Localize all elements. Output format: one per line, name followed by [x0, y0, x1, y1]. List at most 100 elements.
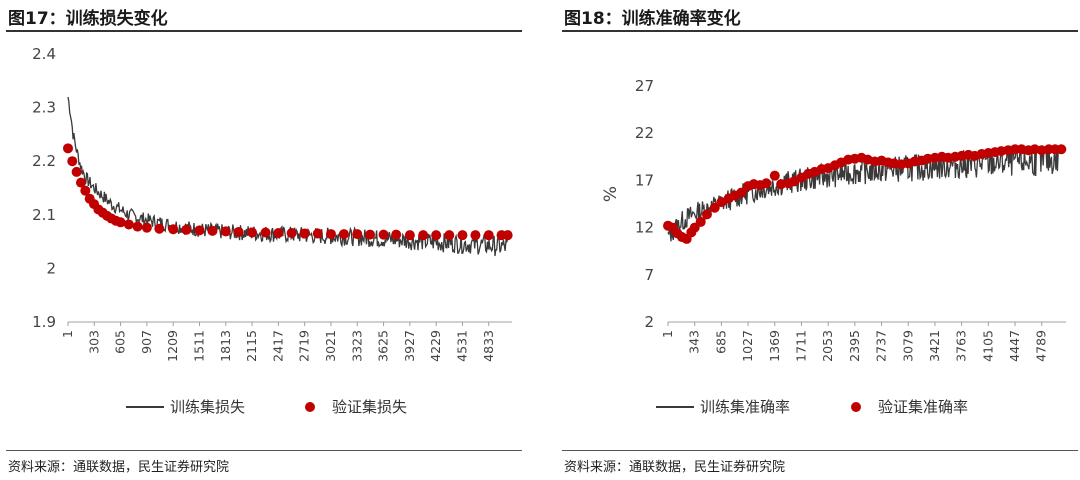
valid-series-marker [1056, 144, 1067, 155]
x-tick-label: 1 [60, 330, 75, 338]
x-tick-label: 3625 [376, 330, 391, 362]
legend-valid-label: 验证集准确率 [878, 398, 968, 416]
x-tick-label: 605 [113, 330, 128, 354]
valid-series-marker [483, 230, 494, 241]
valid-series-marker [444, 230, 455, 241]
y-tick-label: 12 [635, 219, 654, 237]
y-tick-label: 7 [644, 266, 654, 284]
valid-series-marker [168, 224, 179, 235]
valid-series-marker [365, 229, 376, 240]
valid-series-marker [338, 229, 349, 240]
source-rule [562, 450, 1078, 451]
y-tick-label: 2.3 [32, 99, 56, 117]
valid-series-marker [457, 230, 468, 241]
y-axis-label: % [601, 186, 621, 202]
chart-title: 图17：训练损失变化 [8, 9, 168, 29]
x-tick-label: 3323 [349, 330, 364, 362]
x-tick-label: 2719 [297, 330, 312, 362]
valid-series-marker [736, 187, 747, 198]
x-tick-label: 3079 [900, 330, 915, 362]
x-tick-label: 685 [713, 330, 728, 354]
valid-series-marker [260, 227, 271, 238]
source-note: 资料来源：通联数据，民生证券研究院 [564, 460, 786, 475]
y-tick-label: 2.4 [32, 45, 56, 63]
source-rule [6, 450, 522, 451]
valid-series-marker [207, 225, 218, 236]
x-tick-label: 2417 [270, 330, 285, 362]
x-tick-label: 3421 [927, 330, 942, 362]
y-tick-label: 2.1 [32, 206, 56, 224]
x-tick-label: 1027 [740, 330, 755, 362]
valid-series-marker [123, 219, 134, 230]
valid-series-marker [194, 225, 205, 236]
x-tick-label: 2395 [847, 330, 862, 362]
y-tick-label: 17 [635, 171, 654, 189]
x-tick-label: 4447 [1007, 330, 1022, 362]
valid-series-marker [75, 177, 86, 188]
y-tick-label: 2 [644, 313, 654, 331]
loss-chart: 1.9 2 2.1 2.2 2.3 2.4 1 303 605 907 1209 1511 1813 21… [32, 45, 513, 416]
x-tick-label: 1813 [218, 330, 233, 362]
y-tick-label: 2.2 [32, 152, 56, 170]
x-tick-label: 3927 [402, 330, 417, 362]
valid-series-marker [695, 216, 706, 227]
valid-series-marker [769, 170, 780, 181]
x-tick-label: 2053 [820, 330, 835, 362]
x-tick-label: 1711 [793, 330, 808, 362]
valid-series-marker [761, 178, 772, 189]
x-tick-label: 4531 [454, 330, 469, 362]
x-tick-label: 343 [687, 330, 702, 354]
legend-valid-label: 验证集损失 [332, 398, 407, 416]
valid-series-marker [71, 166, 82, 177]
valid-series-marker [181, 224, 192, 235]
x-tick-label: 4229 [428, 330, 443, 362]
legend-train-label: 训练集准确率 [700, 398, 790, 416]
legend-valid-swatch [851, 402, 861, 412]
valid-series-marker [299, 228, 310, 239]
title-rule [562, 30, 1078, 32]
x-tick-label: 303 [86, 330, 101, 354]
y-tick-label: 1.9 [32, 313, 56, 331]
valid-series-marker [716, 197, 727, 208]
x-tick-label: 4833 [481, 330, 496, 362]
valid-series-marker [325, 229, 336, 240]
valid-series-marker [233, 226, 244, 237]
x-tick-label: 907 [139, 330, 154, 354]
title-rule [6, 30, 522, 32]
valid-series-marker [404, 230, 415, 241]
valid-series-marker [352, 229, 363, 240]
valid-series-marker [502, 230, 513, 241]
valid-series-marker [80, 185, 91, 196]
valid-series-marker [115, 217, 126, 228]
valid-series-marker [67, 156, 78, 167]
valid-series-marker [312, 228, 323, 239]
x-tick-label: 3021 [323, 330, 338, 362]
y-tick-label: 2 [46, 259, 56, 277]
valid-series-marker [63, 143, 73, 154]
x-tick-label: 2115 [244, 330, 259, 362]
x-tick-label: 1511 [191, 330, 206, 362]
valid-series-marker [247, 227, 258, 238]
valid-series-marker [701, 209, 712, 220]
valid-series-marker [132, 221, 143, 232]
y-tick-label: 22 [635, 124, 654, 142]
accuracy-panel: 图18：训练准确率变化 2 7 12 17 22 27% 1 343 685 1027 1369 17… [556, 0, 1080, 480]
x-tick-label: 1369 [767, 330, 782, 362]
valid-series-marker [709, 202, 720, 213]
loss-panel: 图17：训练损失变化 1.9 2 2.1 2.2 2.3 2.4 1 303 605 907 120… [0, 0, 524, 480]
x-tick-label: 4789 [1034, 330, 1049, 362]
valid-series-marker [418, 230, 429, 241]
valid-series-marker [378, 229, 389, 240]
y-tick-label: 27 [635, 77, 654, 95]
x-tick-label: 4105 [980, 330, 995, 362]
valid-series-marker [470, 230, 481, 241]
valid-series-marker [141, 222, 152, 233]
legend-train-label: 训练集损失 [170, 398, 245, 416]
valid-series-marker [154, 223, 165, 234]
chart-title: 图18：训练准确率变化 [564, 9, 741, 29]
valid-series-marker [286, 228, 297, 239]
valid-series-marker [431, 230, 442, 241]
valid-series-marker [273, 228, 284, 239]
x-tick-label: 1209 [165, 330, 180, 362]
